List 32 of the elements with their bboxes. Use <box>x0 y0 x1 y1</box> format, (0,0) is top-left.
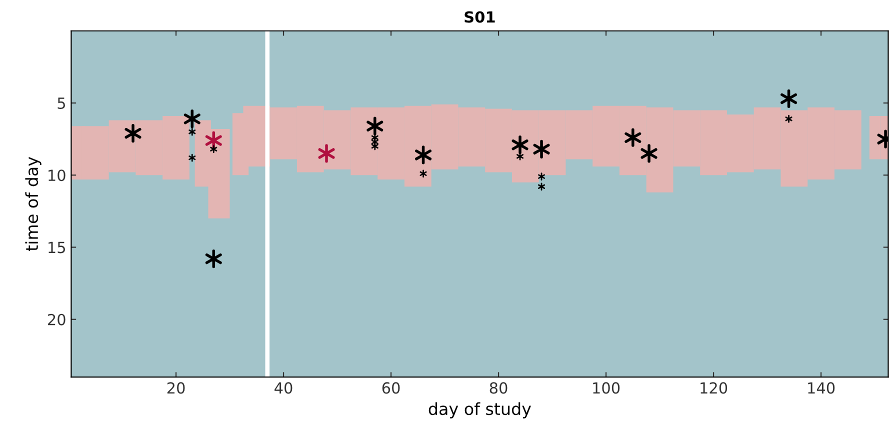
y-tick-label: 10 <box>48 170 66 182</box>
point <box>538 182 546 191</box>
point <box>318 144 335 163</box>
x-tick-label: 100 <box>593 382 620 394</box>
point <box>640 144 658 163</box>
y-axis-title: time of day <box>25 156 42 251</box>
point <box>366 116 384 136</box>
y-tick-label: 15 <box>48 242 66 254</box>
x-tick-label: 60 <box>382 382 400 394</box>
x-tick-label: 140 <box>808 382 835 394</box>
y-tick-label: 20 <box>48 314 66 326</box>
x-tick-label: 40 <box>274 382 292 394</box>
point <box>205 249 222 268</box>
point <box>538 172 546 181</box>
point <box>371 142 378 150</box>
point <box>205 131 222 150</box>
point <box>780 89 798 108</box>
point <box>415 146 432 164</box>
chart-title: S01 <box>464 11 495 23</box>
x-tick-label: 80 <box>490 382 508 394</box>
point <box>785 114 792 123</box>
point <box>184 110 200 128</box>
point <box>420 170 427 178</box>
point <box>210 145 218 154</box>
point <box>124 124 142 143</box>
point <box>533 140 550 158</box>
y-tick-label: 5 <box>58 98 66 110</box>
x-tick-label: 120 <box>700 382 728 394</box>
x-tick-label: 20 <box>167 382 185 394</box>
point <box>188 128 196 136</box>
x-axis-title: day of study <box>428 402 531 418</box>
point <box>188 154 196 162</box>
